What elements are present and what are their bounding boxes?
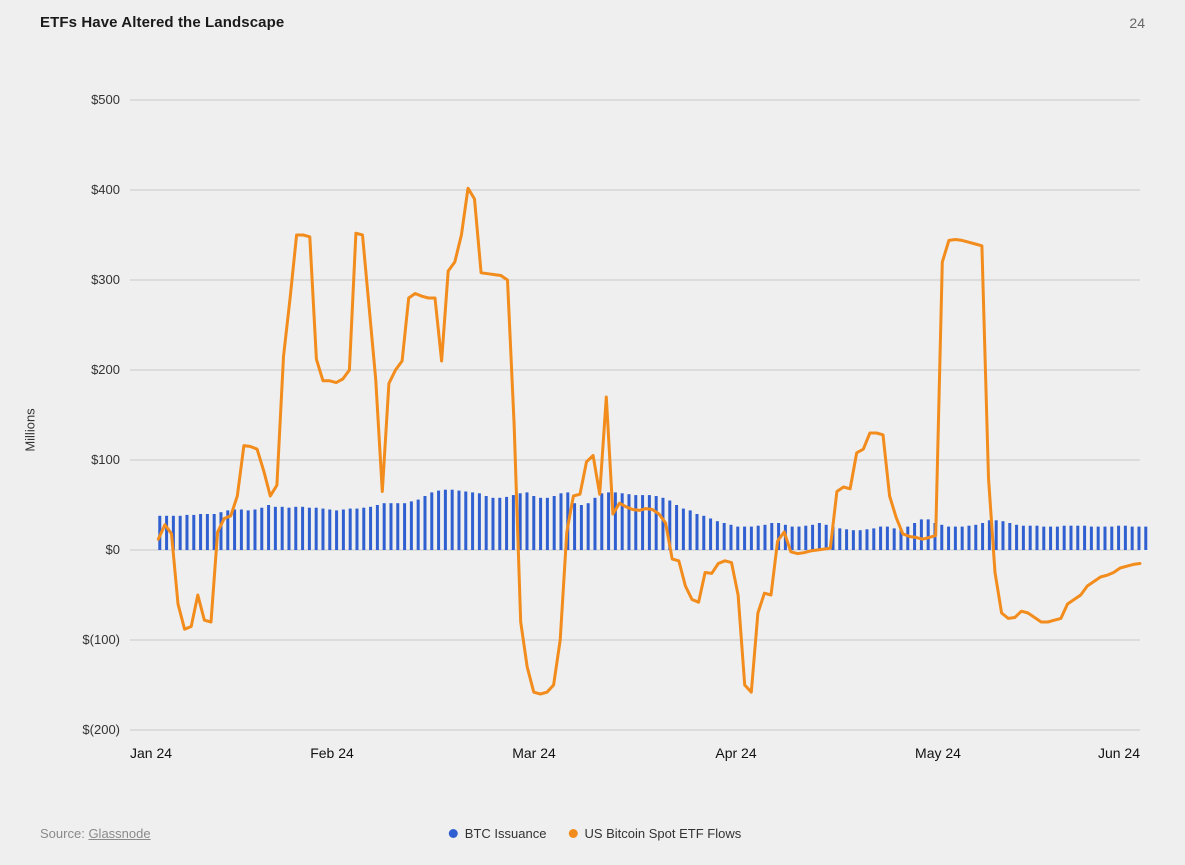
source-attribution: Source: Glassnode (40, 826, 151, 841)
chart-title: ETFs Have Altered the Landscape (40, 14, 284, 31)
svg-text:$500: $500 (91, 92, 120, 107)
svg-text:$100: $100 (91, 452, 120, 467)
svg-text:$200: $200 (91, 362, 120, 377)
svg-text:Jan 24: Jan 24 (130, 745, 172, 761)
y-axis-label: Millions (23, 408, 38, 451)
legend-dot-etf (568, 829, 577, 838)
legend-dot-btc (449, 829, 458, 838)
source-link[interactable]: Glassnode (88, 826, 150, 841)
legend-label-btc: BTC Issuance (465, 826, 547, 841)
page-number: 24 (1129, 15, 1145, 31)
legend-item-btc: BTC Issuance (449, 826, 547, 841)
chart-container: Millions $(200)$(100)$0$100$200$300$400$… (40, 70, 1150, 790)
footer: Source: Glassnode BTC Issuance US Bitcoi… (40, 826, 1150, 841)
svg-text:$(200): $(200) (82, 722, 120, 737)
svg-text:Jun 24: Jun 24 (1098, 745, 1140, 761)
source-label: Source: (40, 826, 85, 841)
svg-text:Feb 24: Feb 24 (310, 745, 354, 761)
svg-text:$0: $0 (106, 542, 120, 557)
svg-text:$(100): $(100) (82, 632, 120, 647)
page-root: ETFs Have Altered the Landscape 24 Milli… (0, 0, 1185, 865)
svg-text:Mar 24: Mar 24 (512, 745, 556, 761)
svg-text:$300: $300 (91, 272, 120, 287)
legend-item-etf: US Bitcoin Spot ETF Flows (568, 826, 741, 841)
header: ETFs Have Altered the Landscape 24 (40, 14, 1145, 31)
svg-text:May 24: May 24 (915, 745, 961, 761)
svg-text:$400: $400 (91, 182, 120, 197)
legend: BTC Issuance US Bitcoin Spot ETF Flows (449, 826, 741, 841)
svg-text:Apr 24: Apr 24 (715, 745, 756, 761)
legend-label-etf: US Bitcoin Spot ETF Flows (584, 826, 741, 841)
chart-svg: $(200) $(100) $0 $100 $200 $300 $400 $500 Jan 24… (40, 70, 1150, 790)
